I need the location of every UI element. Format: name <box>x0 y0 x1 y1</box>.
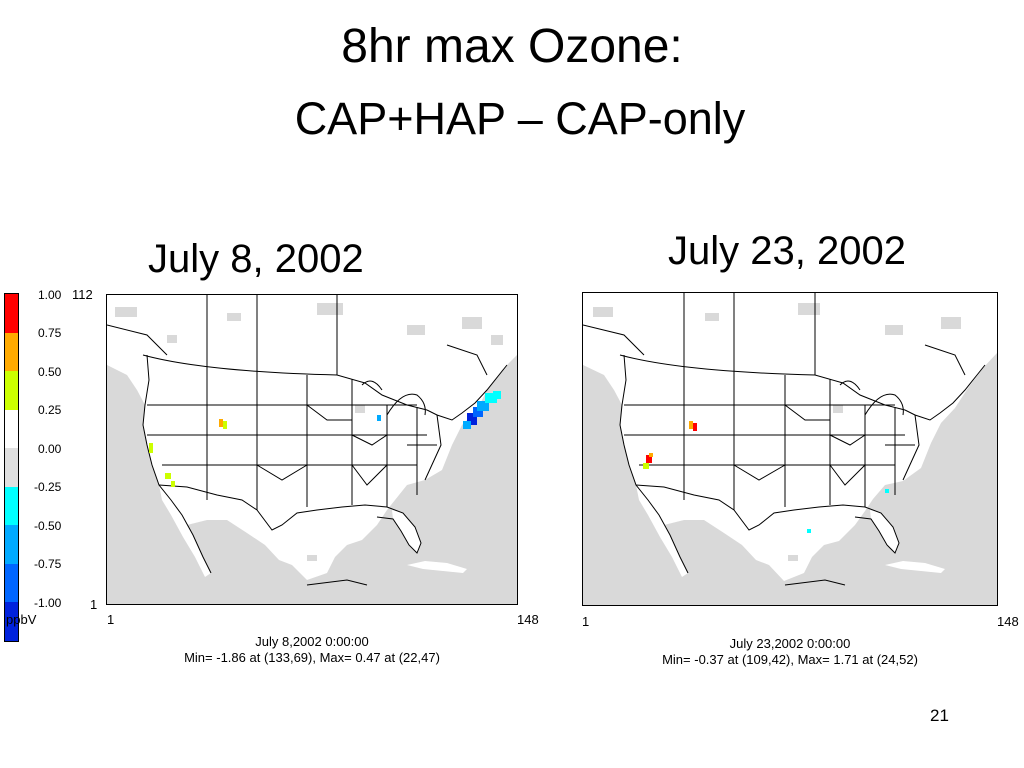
colorbar-swatch <box>5 332 18 371</box>
slide-title: 8hr max Ozone: <box>341 20 683 73</box>
page-number: 21 <box>930 706 949 725</box>
panel-1-caption-minmax: Min= -1.86 at (133,69), Max= 0.47 at (22… <box>184 650 440 665</box>
colorbar-tick: 0.25 <box>38 403 62 417</box>
cuba-land <box>407 561 467 573</box>
panel-2-x-right-label: 148 <box>997 614 1019 629</box>
colorbar-swatch <box>5 602 18 641</box>
panel-2-caption-date: July 23,2002 0:00:00 <box>729 636 851 651</box>
land-area <box>107 295 517 580</box>
colorbar-swatch <box>5 409 18 448</box>
colorbar-swatch <box>5 371 18 410</box>
colorbar-swatch <box>5 525 18 564</box>
colorbar-tick: 0.50 <box>38 365 62 379</box>
colorbar-tick: -0.75 <box>34 557 62 571</box>
panel-1-caption-date: July 8,2002 0:00:00 <box>255 634 369 649</box>
panel-2-caption-minmax: Min= -0.37 at (109,42), Max= 1.71 at (24… <box>662 652 918 667</box>
florida-land <box>392 510 421 553</box>
data-hotspots <box>643 421 889 533</box>
panel-1-x-left-label: 1 <box>107 612 115 627</box>
colorbar-swatch <box>5 294 18 333</box>
baja-land <box>636 485 688 577</box>
land-area <box>583 293 997 581</box>
panel-1-y-bottom-label: 1 <box>90 597 98 612</box>
colorbar-swatch <box>5 448 18 487</box>
colorbar-swatch <box>5 486 18 525</box>
panel-1-y-top-label: 112 <box>72 287 93 302</box>
panel-2-date-label: July 23, 2002 <box>668 229 906 273</box>
florida-land <box>870 510 899 553</box>
colorbar-swatch <box>5 563 18 602</box>
panel-1-date-label: July 8, 2002 <box>148 237 364 281</box>
colorbar-tick: 1.00 <box>38 288 62 302</box>
panel-2-map <box>582 292 998 606</box>
colorbar-tick: 0.00 <box>38 442 62 456</box>
baja-land <box>159 485 211 577</box>
panel-2-x-left-label: 1 <box>582 614 590 629</box>
colorbar-tick: -1.00 <box>34 596 62 610</box>
slide-subtitle: CAP+HAP – CAP-only <box>294 93 746 144</box>
colorbar-tick: -0.50 <box>34 519 62 533</box>
cuba-land <box>885 561 945 573</box>
colorbar-tick: 0.75 <box>38 326 62 340</box>
colorbar <box>4 293 19 642</box>
colorbar-unit: ppbV <box>6 612 37 627</box>
panel-1-x-right-label: 148 <box>517 612 539 627</box>
colorbar-tick: -0.25 <box>34 480 62 494</box>
data-hotspots <box>149 391 501 487</box>
panel-1-map <box>106 294 518 605</box>
